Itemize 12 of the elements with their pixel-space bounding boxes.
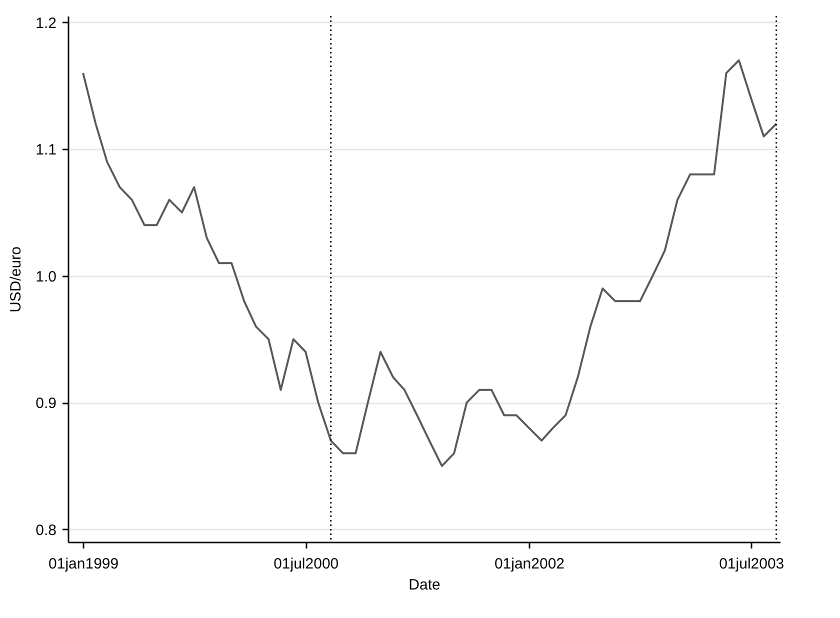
x-tick-label: 01jul2000 — [274, 556, 339, 572]
x-tick-label: 01jan2002 — [494, 556, 565, 572]
x-axis-title: Date — [408, 576, 440, 594]
x-tick-label: 01jul2003 — [719, 556, 784, 572]
y-tick-label: 1.0 — [36, 268, 56, 286]
y-tick-label: 0.9 — [36, 395, 56, 412]
y-axis-title: USD/euro — [8, 246, 25, 312]
x-tick-label: 01jan1999 — [48, 556, 119, 572]
y-tick-label: 1.2 — [36, 14, 56, 32]
y-tick-label: 0.8 — [36, 522, 56, 539]
line-series — [82, 59, 778, 467]
y-tick-label: 1.1 — [36, 142, 56, 159]
